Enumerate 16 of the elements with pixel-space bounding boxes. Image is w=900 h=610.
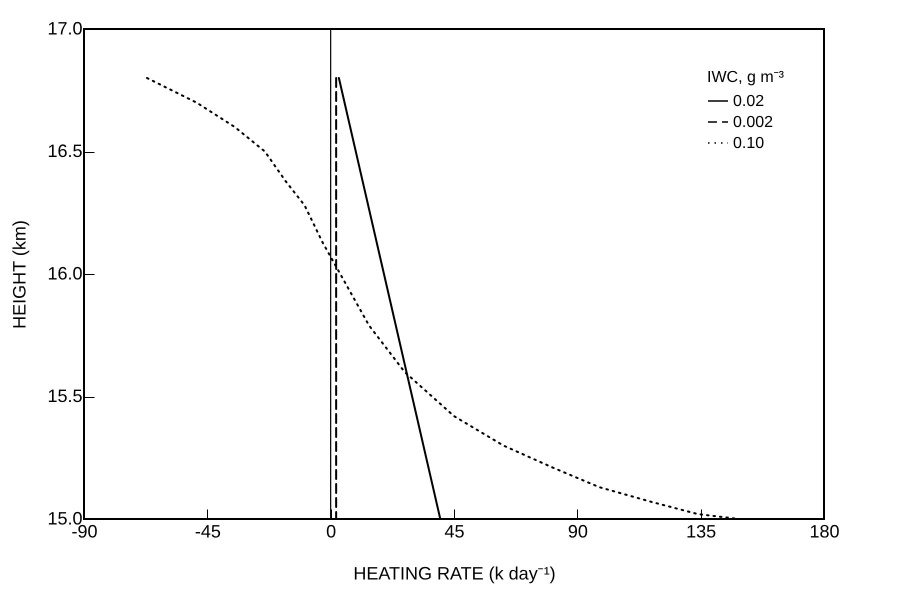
legend-label: 0.02 xyxy=(733,93,764,110)
x-tick-label: 0 xyxy=(326,522,336,542)
y-tick-label: 17.0 xyxy=(47,18,82,38)
y-tick-label: 15.5 xyxy=(47,386,82,406)
x-axis-title: HEATING RATE (k day⁻¹) xyxy=(353,564,556,584)
x-tick-label: 135 xyxy=(686,522,716,542)
x-tick-label: 180 xyxy=(809,522,840,542)
x-tick-label: 45 xyxy=(444,522,465,542)
legend-label: 0.002 xyxy=(733,114,774,131)
y-axis-title: HEIGHT (km) xyxy=(9,220,30,329)
legend-title: IWC, g m⁻³ xyxy=(707,69,785,86)
y-tick-label: 16.5 xyxy=(47,141,82,161)
x-tick-label: -45 xyxy=(194,522,221,542)
legend-label: 0.10 xyxy=(733,135,764,152)
y-tick-label: 16.0 xyxy=(47,264,82,284)
x-tick-label: 90 xyxy=(568,522,588,542)
